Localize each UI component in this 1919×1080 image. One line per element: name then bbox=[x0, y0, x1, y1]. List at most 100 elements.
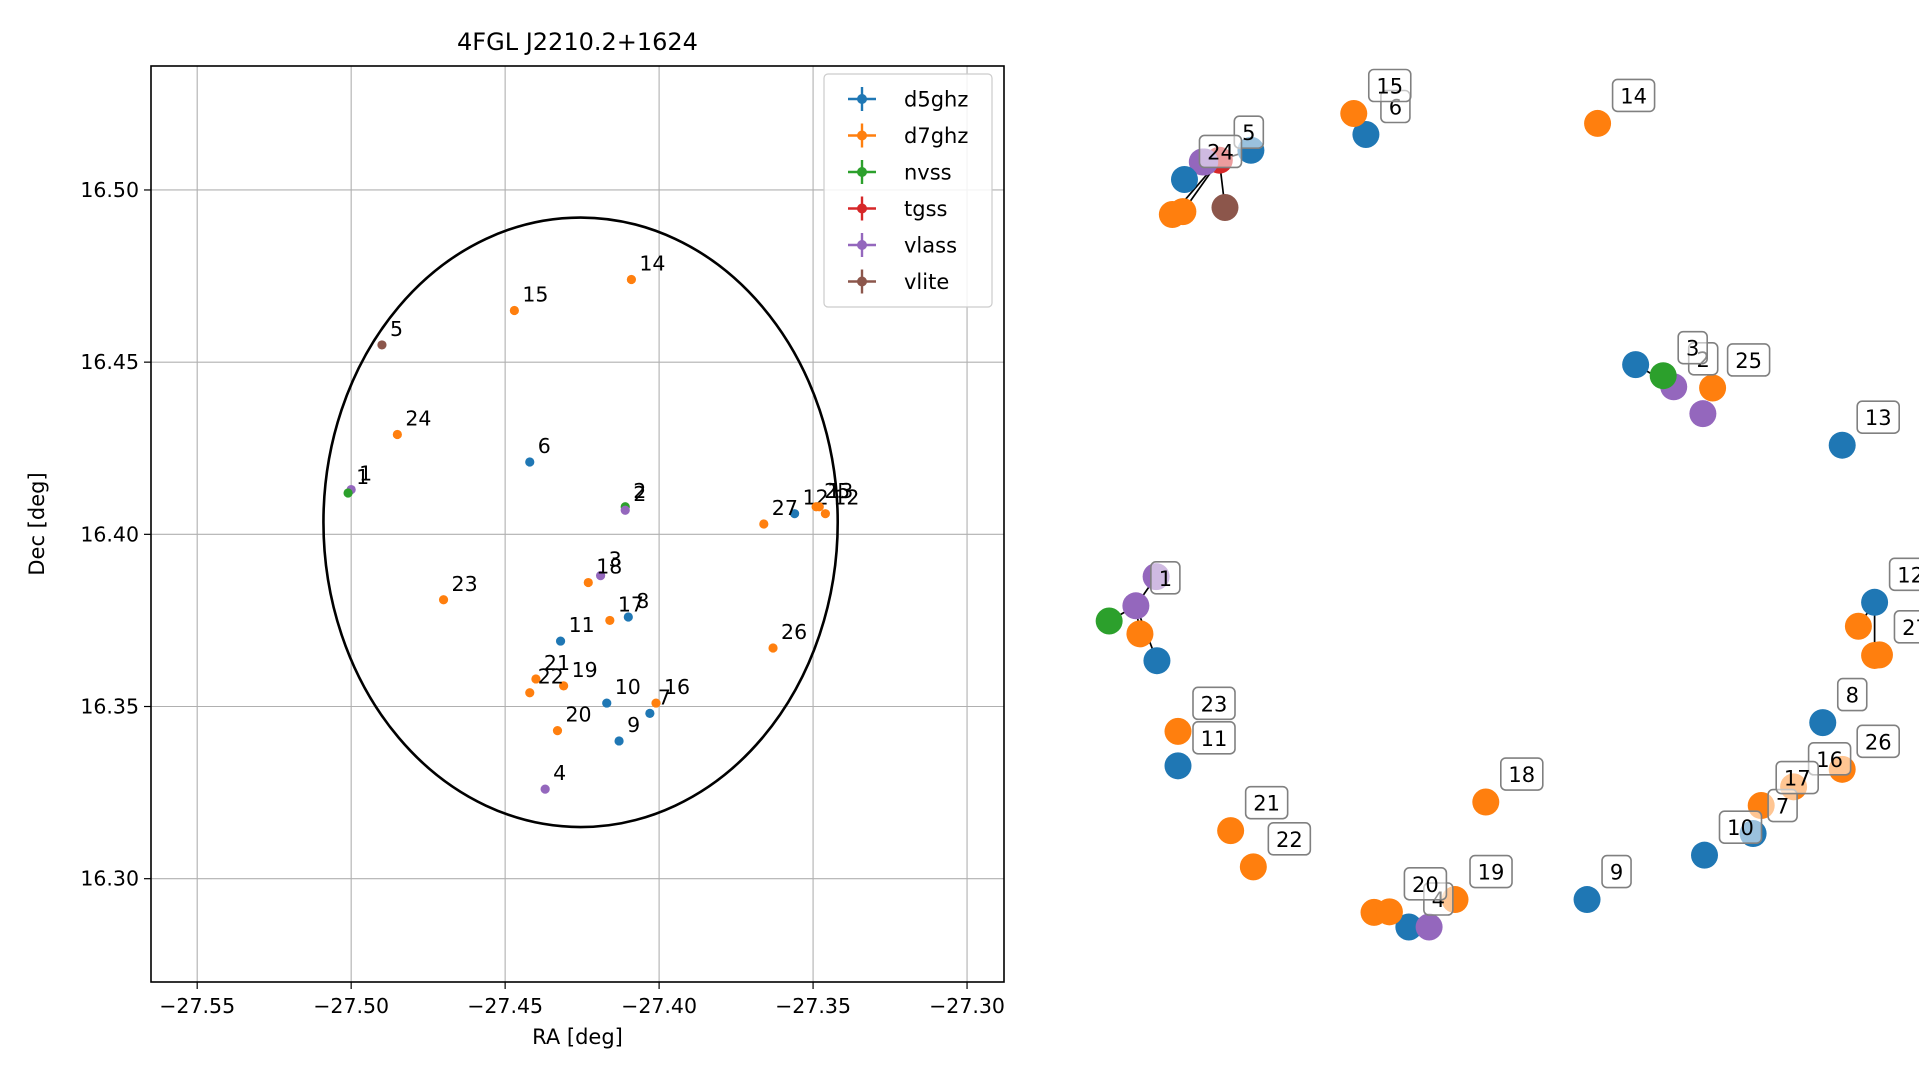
label-box bbox=[1836, 677, 1868, 712]
graph-node bbox=[1340, 99, 1368, 127]
graph-node bbox=[1239, 853, 1267, 881]
graph-node bbox=[1143, 647, 1171, 675]
legend-label: tgss bbox=[904, 197, 947, 221]
graph-node-label: 11 bbox=[1192, 721, 1236, 755]
scatter-point bbox=[583, 577, 593, 588]
graph-node bbox=[1865, 641, 1893, 669]
graph-node-label: 3 bbox=[1677, 330, 1708, 365]
label-text: 19 bbox=[1478, 861, 1505, 885]
point-label: 25 bbox=[824, 479, 850, 503]
scatter-point bbox=[552, 726, 563, 736]
label-box bbox=[1500, 757, 1544, 791]
axis-ticks: −27.55 −27.50 −27.45 −27.40 −27.35 −27.30 16.3… bbox=[80, 178, 1005, 1018]
graph-node bbox=[1169, 198, 1197, 226]
legend-marker bbox=[857, 167, 867, 177]
legend-entry: d5ghz bbox=[848, 87, 968, 112]
graph-node bbox=[1622, 351, 1650, 379]
label-text: 9 bbox=[1610, 861, 1623, 885]
point-label: 26 bbox=[781, 620, 807, 644]
point-label: 24 bbox=[405, 406, 431, 430]
point-label: 15 bbox=[522, 282, 548, 306]
graph-node bbox=[1584, 109, 1612, 137]
graph-node-label: 25 bbox=[1726, 343, 1771, 377]
scatter-point bbox=[645, 708, 655, 718]
label-text: 13 bbox=[1865, 406, 1892, 430]
label-text: 15 bbox=[1376, 74, 1403, 98]
graph-node-label: 24 bbox=[1198, 134, 1243, 169]
legend-marker bbox=[857, 130, 867, 141]
graph-node-label: 23 bbox=[1192, 686, 1236, 721]
point-label: 2 bbox=[633, 479, 646, 503]
graph-node-label: 18 bbox=[1500, 757, 1544, 791]
point-label: 21 bbox=[544, 651, 570, 675]
graph-node bbox=[1211, 194, 1239, 222]
graph-node bbox=[1170, 165, 1198, 193]
point-label: 14 bbox=[639, 252, 665, 276]
legend-label: d7ghz bbox=[904, 124, 968, 148]
label-box bbox=[1718, 810, 1763, 844]
legend-marker bbox=[857, 94, 867, 104]
point-label: 13 bbox=[827, 479, 853, 503]
graph-node-label: 14 bbox=[1611, 78, 1656, 113]
graph-node bbox=[1126, 620, 1154, 648]
point-label: 10 bbox=[615, 675, 641, 699]
scatter-point bbox=[525, 457, 535, 467]
graph-node bbox=[1395, 913, 1423, 941]
legend-entry: tgss bbox=[848, 196, 947, 221]
plot-frame bbox=[150, 65, 1005, 983]
point-label: 5 bbox=[390, 317, 403, 341]
scatter-point bbox=[559, 681, 569, 691]
graph-node bbox=[1217, 817, 1245, 845]
point-label: 27 bbox=[772, 496, 798, 520]
label-text: 1 bbox=[1159, 567, 1172, 591]
graph-node-label: 9 bbox=[1601, 854, 1632, 889]
scatter-point bbox=[595, 571, 606, 581]
scatter-point bbox=[811, 502, 821, 512]
label-box bbox=[1403, 867, 1448, 901]
legend-label: vlite bbox=[904, 270, 949, 294]
label-text: 23 bbox=[1201, 692, 1228, 716]
graph-node-label: 13 bbox=[1856, 400, 1900, 435]
y-tick-label: 16.30 bbox=[80, 867, 139, 891]
graph-node bbox=[1375, 898, 1403, 926]
scatter-point bbox=[768, 643, 778, 653]
graph-node-label: 21 bbox=[1244, 785, 1289, 820]
label-text: 8 bbox=[1846, 684, 1859, 708]
label-text: 16 bbox=[1816, 748, 1843, 772]
label-box bbox=[1192, 721, 1236, 755]
x-tick-label: −27.45 bbox=[467, 994, 543, 1018]
label-text: 26 bbox=[1865, 730, 1892, 754]
legend-entry: d7ghz bbox=[848, 123, 968, 148]
point-label: 11 bbox=[569, 613, 595, 637]
legend: d5ghz d7ghz nvss tgss vlass vlite bbox=[823, 73, 993, 308]
scatter-point bbox=[602, 698, 612, 708]
y-tick-label: 16.40 bbox=[80, 522, 139, 546]
scatter-point bbox=[540, 784, 550, 794]
label-text: 25 bbox=[1735, 349, 1762, 373]
x-axis-title: RA [deg] bbox=[532, 1025, 623, 1049]
legend-marker bbox=[857, 240, 867, 250]
graph-node-label: 20 bbox=[1403, 867, 1448, 901]
graph-node bbox=[1809, 709, 1837, 737]
point-label: 4 bbox=[553, 761, 566, 785]
scatter-point bbox=[614, 736, 624, 746]
label-box bbox=[1469, 854, 1513, 889]
label-text: 27 bbox=[1902, 616, 1919, 640]
label-box bbox=[1150, 560, 1181, 595]
point-label: 1 bbox=[356, 465, 369, 489]
graph-node-labels: 1234205246789101112131415161718192122232… bbox=[1150, 68, 1919, 916]
scatter-point bbox=[555, 636, 566, 646]
x-tick-label: −27.35 bbox=[775, 994, 851, 1018]
x-tick-label: −27.30 bbox=[929, 994, 1005, 1018]
label-text: 11 bbox=[1201, 727, 1228, 751]
graph-node-label: 19 bbox=[1469, 854, 1513, 889]
ellipse bbox=[322, 216, 840, 829]
point-label: 16 bbox=[664, 675, 690, 699]
graph-node bbox=[1844, 612, 1872, 640]
graph-node-label: 26 bbox=[1856, 724, 1900, 759]
label-box bbox=[1611, 78, 1656, 113]
label-box bbox=[1856, 724, 1900, 759]
x-tick-label: −27.50 bbox=[313, 994, 389, 1018]
graph-node-label: 22 bbox=[1267, 822, 1312, 856]
